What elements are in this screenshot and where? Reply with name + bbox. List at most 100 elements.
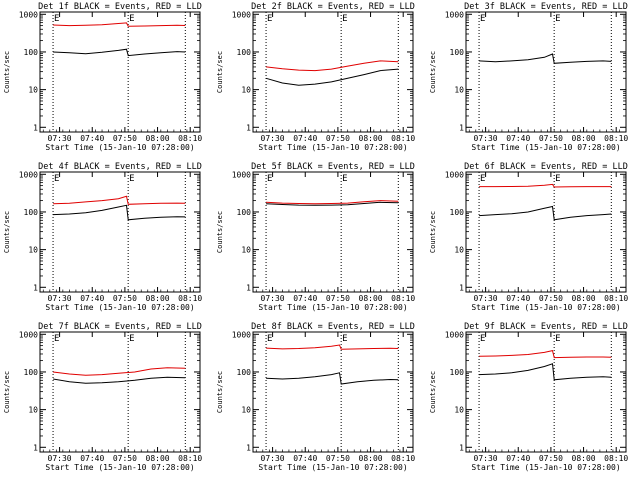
y-tick-label: 10 xyxy=(28,246,38,255)
x-tick-label: 08:10 xyxy=(391,294,415,303)
y-tick-label: 100 xyxy=(24,368,39,377)
marker-label: E xyxy=(555,174,560,184)
marker-label: E xyxy=(480,14,485,24)
panel-title: Det 4f BLACK = Events, RED = LLD xyxy=(38,162,202,172)
y-tick-label: 1000 xyxy=(445,10,464,19)
y-tick-label: 100 xyxy=(237,48,252,57)
x-tick-label: 07:50 xyxy=(326,454,350,463)
x-tick-label: 07:40 xyxy=(80,294,104,303)
series-line-events xyxy=(266,372,399,385)
x-tick-label: 07:40 xyxy=(293,294,317,303)
x-tick-label: 07:50 xyxy=(113,294,137,303)
plot-frame xyxy=(252,11,414,133)
y-axis-label: Counts/sec xyxy=(3,211,11,253)
x-axis-label: Start Time (15-Jan-10 07:28:00) xyxy=(258,143,407,152)
y-axis-label: Counts/sec xyxy=(216,211,224,253)
panel-title: Det 3f BLACK = Events, RED = LLD xyxy=(464,2,628,12)
x-tick-label: 07:30 xyxy=(48,294,72,303)
y-tick-label: 1 xyxy=(33,283,38,292)
series-line-events xyxy=(479,205,612,221)
x-tick-label: 08:00 xyxy=(146,294,170,303)
marker-label: E xyxy=(342,334,347,344)
x-tick-label: 08:10 xyxy=(178,454,202,463)
series-line-lld xyxy=(479,183,612,188)
chart-panel-6: Det 6f BLACK = Events, RED = LLD Counts/s… xyxy=(429,162,628,312)
x-axis-label: Start Time (15-Jan-10 07:28:00) xyxy=(471,303,620,312)
marker-label: E xyxy=(267,14,272,24)
chart-panel-2: Det 2f BLACK = Events, RED = LLD Counts/s… xyxy=(216,2,415,152)
x-tick-label: 08:00 xyxy=(359,294,383,303)
chart-panel-9: Det 9f BLACK = Events, RED = LLD Counts/s… xyxy=(429,322,628,472)
y-axis-label: Counts/sec xyxy=(429,371,437,413)
series-line-events xyxy=(266,201,399,206)
panel-title: Det 9f BLACK = Events, RED = LLD xyxy=(464,322,628,332)
marker-label: E xyxy=(555,334,560,344)
marker-label: E xyxy=(54,334,59,344)
series-line-lld xyxy=(266,200,399,205)
x-tick-label: 08:10 xyxy=(178,294,202,303)
y-tick-label: 100 xyxy=(450,48,465,57)
x-tick-label: 08:00 xyxy=(359,454,383,463)
y-tick-label: 1000 xyxy=(19,330,38,339)
x-tick-label: 07:50 xyxy=(539,454,563,463)
series-line-events xyxy=(53,48,186,57)
x-tick-label: 08:00 xyxy=(572,294,596,303)
x-tick-label: 07:40 xyxy=(80,454,104,463)
y-tick-label: 10 xyxy=(28,406,38,415)
plot-frame xyxy=(252,171,414,293)
marker-label: E xyxy=(54,14,59,24)
y-tick-label: 10 xyxy=(28,86,38,95)
y-axis-label: Counts/sec xyxy=(3,51,11,93)
series-line-lld xyxy=(479,350,612,359)
x-axis-label: Start Time (15-Jan-10 07:28:00) xyxy=(45,463,194,472)
y-tick-label: 1000 xyxy=(19,170,38,179)
x-tick-label: 07:40 xyxy=(80,134,104,143)
series-line-events xyxy=(53,204,186,221)
x-tick-label: 08:00 xyxy=(146,134,170,143)
x-tick-label: 07:40 xyxy=(506,294,530,303)
series-line-events xyxy=(265,68,399,86)
x-tick-label: 07:50 xyxy=(539,294,563,303)
y-axis-label: Counts/sec xyxy=(429,51,437,93)
chart-panel-1: Det 1f BLACK = Events, RED = LLD Counts/s… xyxy=(3,2,202,152)
y-tick-label: 1 xyxy=(459,283,464,292)
y-tick-label: 100 xyxy=(24,208,39,217)
x-tick-label: 07:50 xyxy=(326,294,350,303)
x-tick-label: 07:40 xyxy=(293,454,317,463)
chart-panel-8: Det 8f BLACK = Events, RED = LLD Counts/s… xyxy=(216,322,415,472)
series-line-events xyxy=(53,376,186,384)
marker-label: E xyxy=(129,14,134,24)
x-axis-label: Start Time (15-Jan-10 07:28:00) xyxy=(258,303,407,312)
x-tick-label: 07:40 xyxy=(293,134,317,143)
marker-label: E xyxy=(480,334,485,344)
marker-label: E xyxy=(129,334,134,344)
x-tick-label: 08:10 xyxy=(604,134,628,143)
series-line-lld xyxy=(266,60,399,72)
marker-label: E xyxy=(54,174,59,184)
x-axis-label: Start Time (15-Jan-10 07:28:00) xyxy=(258,463,407,472)
marker-label: E xyxy=(267,174,272,184)
series-line-events xyxy=(479,53,612,64)
x-tick-label: 07:40 xyxy=(506,454,530,463)
panel-title: Det 1f BLACK = Events, RED = LLD xyxy=(38,2,202,12)
chart-panel-3: Det 3f BLACK = Events, RED = LLD Counts/s… xyxy=(429,2,628,152)
y-tick-label: 1 xyxy=(246,283,251,292)
y-tick-label: 1000 xyxy=(445,170,464,179)
x-tick-label: 07:30 xyxy=(48,134,72,143)
marker-label: E xyxy=(342,174,347,184)
y-tick-label: 100 xyxy=(24,48,39,57)
marker-label: E xyxy=(480,174,485,184)
y-tick-label: 100 xyxy=(237,368,252,377)
y-tick-label: 1 xyxy=(459,443,464,452)
y-tick-label: 1 xyxy=(33,443,38,452)
x-tick-label: 08:10 xyxy=(604,454,628,463)
x-tick-label: 08:00 xyxy=(359,134,383,143)
y-tick-label: 10 xyxy=(454,406,464,415)
x-tick-label: 07:50 xyxy=(539,134,563,143)
x-tick-label: 08:10 xyxy=(604,294,628,303)
plot-frame xyxy=(39,171,201,293)
y-tick-label: 100 xyxy=(450,208,465,217)
x-tick-label: 08:00 xyxy=(572,134,596,143)
y-tick-label: 10 xyxy=(241,246,251,255)
